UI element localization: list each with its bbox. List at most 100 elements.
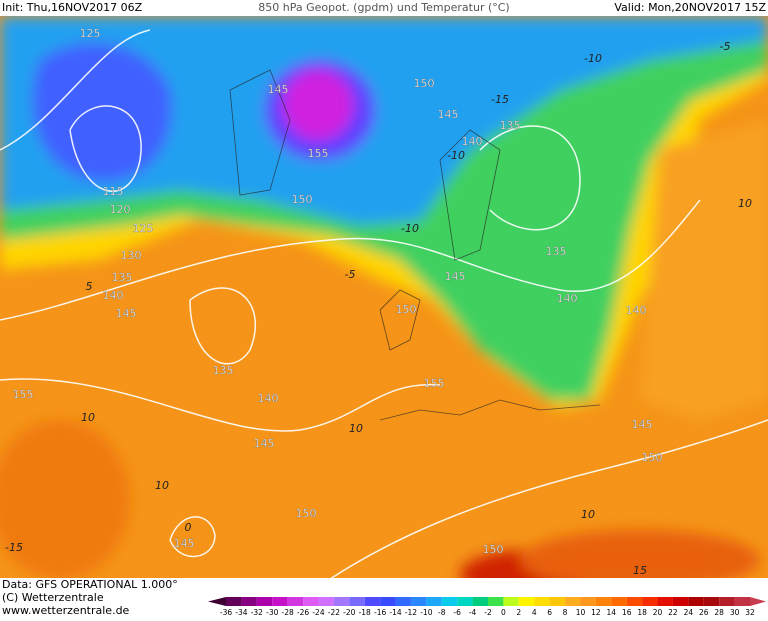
colorbar-box — [688, 597, 704, 606]
colorbar-box — [488, 597, 504, 606]
geopotential-label: 150 — [292, 193, 313, 206]
colorbar-tick-label: -22 — [328, 608, 340, 617]
colorbar-box — [318, 597, 334, 606]
temperature-label: 15 — [633, 564, 647, 577]
colorbar-tick-label: 2 — [516, 608, 521, 617]
temperature-label: -15 — [491, 93, 509, 106]
geopotential-label: 120 — [110, 203, 131, 216]
colorbar-arrow-low — [208, 597, 226, 606]
colorbar-box — [595, 597, 612, 606]
colorbar-tick-label: -20 — [343, 608, 355, 617]
colorbar-tick-label: -2 — [484, 608, 492, 617]
data-source: Data: GFS OPERATIONAL 1.000° — [2, 578, 178, 591]
colorbar-box — [580, 597, 596, 606]
temperature-label: 0 — [185, 521, 192, 534]
geopotential-label: 140 — [557, 292, 578, 305]
colorbar-box — [380, 597, 396, 606]
geopotential-label: 140 — [258, 392, 279, 405]
colorbar-box — [642, 597, 658, 606]
colorbar-tick-label: -18 — [359, 608, 371, 617]
geopotential-label: 135 — [546, 245, 567, 258]
colorbar-box — [426, 597, 442, 606]
colorbar-box — [565, 597, 581, 606]
geopotential-label: 140 — [103, 289, 124, 302]
colorbar-box — [657, 597, 673, 606]
colorbar-tick-label: 12 — [591, 608, 601, 617]
geopotential-label: 125 — [133, 222, 154, 235]
colorbar-tick-label: 32 — [745, 608, 755, 617]
colorbar-box — [549, 597, 566, 606]
geopotential-label: 135 — [500, 119, 521, 132]
colorbar-tick-label: -30 — [266, 608, 278, 617]
colorbar-tick-label: -16 — [374, 608, 386, 617]
colorbar-tick-label: 0 — [501, 608, 506, 617]
colorbar-tick-label: -36 — [220, 608, 232, 617]
colorbar-tick-label: -14 — [389, 608, 401, 617]
colorbar-tick-label: 8 — [563, 608, 568, 617]
colorbar-arrow-high — [750, 597, 766, 606]
colorbar-tick-label: -8 — [438, 608, 446, 617]
geopotential-label: 155 — [424, 377, 445, 390]
colorbar-box — [534, 597, 550, 606]
temperature-label: 10 — [81, 411, 95, 424]
geopotential-label: 150 — [483, 543, 504, 556]
colorbar-tick-label: -34 — [235, 608, 247, 617]
colorbar-tick-label: -26 — [297, 608, 309, 617]
colorbar-box — [472, 597, 488, 606]
colorbar-tick-label: -6 — [453, 608, 461, 617]
geopotential-label: 150 — [414, 77, 435, 90]
colorbar-box — [395, 597, 411, 606]
geopotential-label: 145 — [445, 270, 466, 283]
geopotential-label: 145 — [632, 418, 653, 431]
geopotential-label: 135 — [213, 364, 234, 377]
colorbar-tick-label: 18 — [637, 608, 647, 617]
copyright: (C) Wetterzentrale — [2, 591, 104, 604]
geopotential-label: 135 — [112, 271, 133, 284]
colorbar-tick-label: -32 — [251, 608, 263, 617]
colorbar-tick-label: 30 — [730, 608, 740, 617]
temperature-label: -15 — [5, 541, 23, 554]
valid-time: Valid: Mon,20NOV2017 15Z — [614, 1, 766, 14]
temperature-label: -10 — [401, 222, 419, 235]
temperature-label: 10 — [738, 197, 752, 210]
colorbar-tick-label: 6 — [547, 608, 552, 617]
colorbar-box — [303, 597, 319, 606]
colorbar-tick-label: 26 — [699, 608, 709, 617]
colorbar-box — [503, 597, 519, 606]
colorbar-tick-label: 10 — [576, 608, 586, 617]
colorbar-tick-label: 22 — [668, 608, 678, 617]
geopotential-label: 145 — [174, 537, 195, 550]
geopotential-label: 145 — [254, 437, 275, 450]
temperature-label: 5 — [86, 280, 93, 293]
colorbar-box — [719, 597, 735, 606]
colorbar-tick-label: 4 — [532, 608, 537, 617]
colorbar-tick-label: 24 — [684, 608, 694, 617]
colorbar-box — [626, 597, 643, 606]
temperature-label: 10 — [581, 508, 595, 521]
colorbar-box — [333, 597, 350, 606]
geopotential-label: 130 — [121, 249, 142, 262]
geopotential-label: 125 — [80, 27, 101, 40]
colorbar-box — [364, 597, 381, 606]
colorbar-tick-label: 20 — [653, 608, 663, 617]
colorbar-tick-label: 16 — [622, 608, 632, 617]
geopotential-label: 145 — [116, 307, 137, 320]
colorbar-tick-label: -12 — [405, 608, 417, 617]
map-title: 850 hPa Geopot. (gpdm) und Temperatur (°… — [258, 1, 509, 14]
colorbar-tick-label: -10 — [420, 608, 432, 617]
temperature-label: -10 — [447, 149, 465, 162]
temperature-label: -10 — [584, 52, 602, 65]
colorbar-tick-label: 14 — [607, 608, 617, 617]
temperature-label: 10 — [349, 422, 363, 435]
colorbar-box — [457, 597, 473, 606]
colorbar-box — [349, 597, 365, 606]
colorbar-box — [410, 597, 427, 606]
temperature-label: 10 — [155, 479, 169, 492]
colorbar-box — [672, 597, 689, 606]
geopotential-label: 115 — [103, 185, 124, 198]
geopotential-label: 155 — [13, 388, 34, 401]
colorbar-box — [703, 597, 720, 606]
colorbar-tick-label: -28 — [282, 608, 294, 617]
